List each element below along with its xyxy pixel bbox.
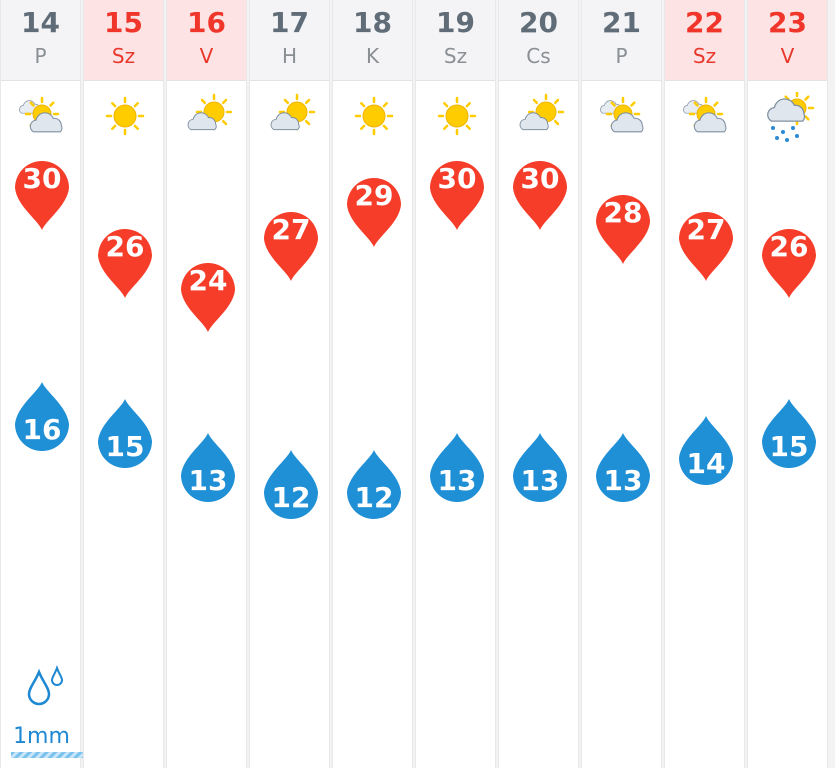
max-temp-value: 26: [105, 230, 145, 263]
min-temp-marker: 15: [94, 397, 156, 481]
min-temp-value: 15: [105, 430, 145, 463]
max-temp-marker: 24: [177, 250, 239, 334]
day-column[interactable]: 20 Cs 30 13: [498, 0, 579, 768]
min-temp-marker: 13: [426, 431, 488, 515]
day-of-week: K: [365, 44, 380, 68]
date-number: 14: [21, 6, 60, 39]
min-temp-marker: 13: [509, 431, 571, 515]
sun-icon: [431, 92, 483, 144]
day-of-week: Sz: [111, 44, 136, 68]
min-temp-value: 12: [354, 481, 394, 514]
date-number: 17: [270, 6, 309, 39]
day-column[interactable]: 22 Sz 27 14: [664, 0, 745, 768]
date-number: 15: [104, 6, 143, 39]
min-temp-marker: 15: [758, 397, 820, 481]
day-header: 16 V: [167, 0, 246, 81]
min-temp-marker: 13: [592, 431, 654, 515]
max-temp-value: 30: [22, 162, 62, 195]
min-temp-value: 14: [686, 447, 726, 480]
day-of-week: Sz: [692, 44, 717, 68]
day-header: 17 H: [250, 0, 329, 81]
day-of-week: Cs: [526, 44, 551, 68]
max-temp-marker: 27: [260, 199, 322, 283]
date-number: 22: [685, 6, 724, 39]
min-temp-value: 16: [22, 413, 62, 446]
day-column[interactable]: 15 Sz 26 15: [83, 0, 164, 768]
date-number: 19: [436, 6, 475, 39]
date-number: 23: [768, 6, 807, 39]
day-of-week: H: [281, 44, 298, 68]
sun-cloud-icon: [182, 92, 234, 144]
day-of-week: Sz: [443, 44, 468, 68]
day-header: 20 Cs: [499, 0, 578, 81]
sun-cloud-icon: [514, 92, 566, 144]
rain-cloud-icon: [763, 90, 815, 144]
date-number: 16: [187, 6, 226, 39]
max-temp-marker: 30: [509, 148, 571, 232]
max-temp-marker: 26: [94, 216, 156, 300]
max-temp-value: 29: [354, 179, 394, 212]
max-temp-marker: 29: [343, 165, 405, 249]
precipitation: 1mm: [1, 660, 89, 768]
day-column[interactable]: 17 H 27 12: [249, 0, 330, 768]
day-of-week: P: [615, 44, 628, 68]
max-temp-marker: 30: [11, 148, 73, 232]
max-temp-marker: 27: [675, 199, 737, 283]
partly-cloudy-icon: [680, 92, 732, 144]
min-temp-value: 13: [437, 464, 477, 497]
day-of-week: P: [34, 44, 47, 68]
min-temp-value: 12: [271, 481, 311, 514]
day-header: 22 Sz: [665, 0, 744, 81]
day-column[interactable]: 14 P 30 16 1mm: [0, 0, 89, 768]
day-of-week: V: [199, 44, 214, 68]
day-header: 21 P: [582, 0, 661, 81]
day-column[interactable]: 18 K 29 12: [332, 0, 413, 768]
date-number: 18: [353, 6, 392, 39]
day-column[interactable]: 21 P 28 13: [581, 0, 662, 768]
raindrops-icon: [23, 664, 71, 716]
sun-icon: [348, 92, 400, 144]
day-header: 14 P: [1, 0, 80, 81]
max-temp-value: 30: [520, 162, 560, 195]
precipitation-amount: 1mm: [13, 724, 70, 749]
day-of-week: V: [780, 44, 795, 68]
max-temp-value: 28: [603, 196, 643, 229]
max-temp-marker: 26: [758, 216, 820, 300]
day-header: 18 K: [333, 0, 412, 81]
max-temp-marker: 28: [592, 182, 654, 266]
sun-icon: [99, 92, 151, 144]
min-temp-value: 15: [769, 430, 809, 463]
date-number: 21: [602, 6, 641, 39]
min-temp-marker: 13: [177, 431, 239, 515]
min-temp-marker: 16: [11, 380, 73, 464]
partly-cloudy-icon: [16, 92, 68, 144]
max-temp-value: 30: [437, 162, 477, 195]
max-temp-value: 27: [686, 213, 726, 246]
min-temp-marker: 14: [675, 414, 737, 498]
min-temp-value: 13: [603, 464, 643, 497]
date-number: 20: [519, 6, 558, 39]
sun-cloud-icon: [265, 92, 317, 144]
max-temp-value: 26: [769, 230, 809, 263]
day-column[interactable]: 16 V 24 13: [166, 0, 247, 768]
min-temp-marker: 12: [260, 448, 322, 532]
min-temp-marker: 12: [343, 448, 405, 532]
max-temp-value: 24: [188, 264, 228, 297]
day-column[interactable]: 23 V 26 15: [747, 0, 828, 768]
day-header: 19 Sz: [416, 0, 495, 81]
day-header: 23 V: [748, 0, 827, 81]
max-temp-marker: 30: [426, 148, 488, 232]
precipitation-bar: [11, 752, 89, 758]
day-header: 15 Sz: [84, 0, 163, 81]
max-temp-value: 27: [271, 213, 311, 246]
min-temp-value: 13: [188, 464, 228, 497]
min-temp-value: 13: [520, 464, 560, 497]
day-column[interactable]: 19 Sz 30 13: [415, 0, 496, 768]
partly-cloudy-icon: [597, 92, 649, 144]
